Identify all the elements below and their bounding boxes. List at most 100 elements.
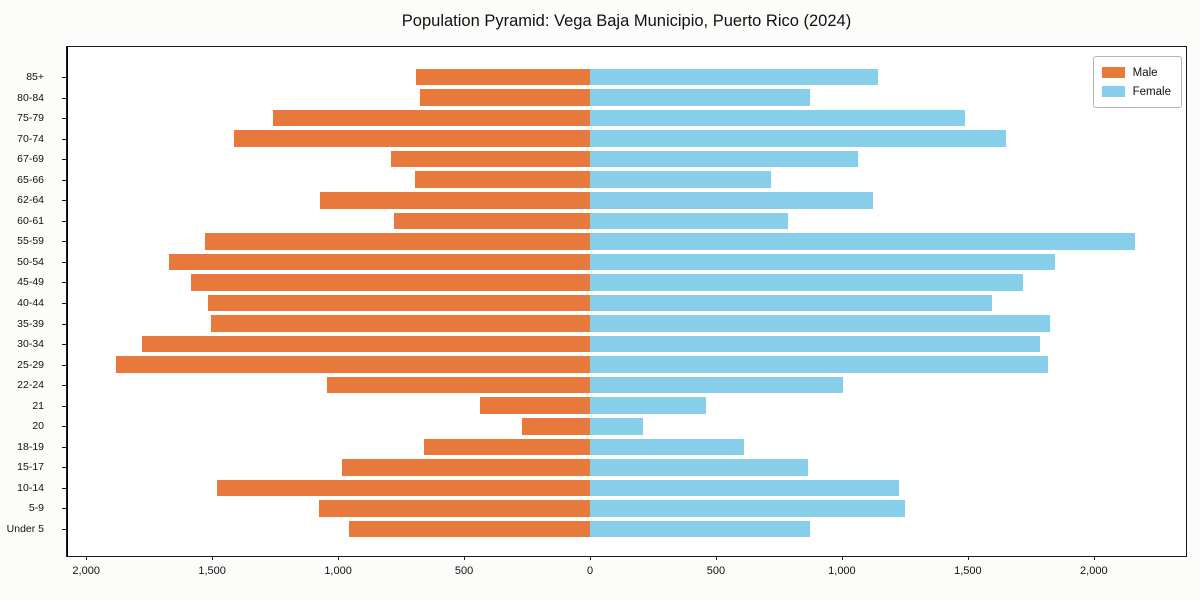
female-legend-swatch [1101,86,1125,97]
y-axis-tick-mark [62,385,66,387]
male-legend-swatch [1101,67,1125,78]
y-axis-label: 22-24 [17,379,44,392]
y-axis-tick-mark [62,77,66,78]
female-bar [590,253,1055,271]
x-axis-tick-label: 1,500 [954,565,982,577]
legend-entry-female: Female [1101,82,1171,101]
y-axis-tick-mark [62,241,66,243]
chart-title: Population Pyramid: Vega Baja Municipio,… [401,12,852,30]
y-axis-tick-mark [62,118,66,120]
y-axis-label: 67-69 [17,153,44,166]
x-axis-tick-mark [590,556,591,560]
x-axis-tick-mark [212,556,214,560]
y-axis-tick-mark [62,508,66,510]
female-bar [590,68,879,86]
y-axis-label: 18-19 [17,440,44,453]
y-axis-label: Under 5 [6,523,44,535]
y-axis-tick-mark [62,138,66,140]
y-axis-tick-mark [62,467,66,469]
y-axis-tick-mark [62,323,66,325]
female-bar [590,500,905,517]
male-bar [419,89,590,106]
female-bar [590,315,1050,332]
female-bar [590,459,808,476]
y-axis-label: 65-66 [17,173,44,186]
female-bar [590,335,1040,353]
x-axis-tick-label: 1,000 [828,565,856,577]
male-bar [423,438,590,456]
male-bar [349,520,590,538]
x-axis-tick-label: 2,000 [1080,565,1108,577]
plot-area: Male Female 85+ 80-84 75-79 70-74 67-69 65-66… [7,46,1187,577]
female-bar [590,438,744,456]
male-bar [272,109,590,127]
y-axis-label: 45-49 [17,276,44,289]
male-bar [390,150,590,168]
female-legend-label: Female [1132,85,1171,98]
y-axis-label: 55-59 [17,235,44,248]
male-legend-label: Male [1132,66,1158,79]
y-axis-tick-mark [62,364,66,366]
male-bar [204,233,590,250]
male-bar [217,479,590,497]
y-axis-tick-mark [62,261,66,263]
y-axis-tick-mark [62,405,66,407]
y-axis-label: 15-17 [17,461,44,474]
female-bar [590,212,788,230]
x-axis-tick-mark [841,556,843,560]
y-axis-label: 85+ [26,71,44,83]
male-bar [141,335,590,353]
female-bar [590,376,844,394]
male-bar [393,212,590,230]
male-bar [326,376,590,394]
female-bar [590,89,811,106]
legend-entry-male: Male [1101,63,1171,82]
y-axis-label: 25-29 [17,358,44,371]
male-bar [521,418,590,435]
male-bar [480,397,590,414]
female-bar [590,171,772,188]
x-axis-tick-label: 1,500 [198,565,226,577]
y-axis-label: 21 [32,399,44,412]
legend: Male Female [1092,56,1182,108]
zero-axis-line [67,47,69,556]
female-bar [590,418,643,435]
y-axis-tick-mark [62,282,66,284]
male-bar [319,500,590,517]
x-axis-tick-mark [715,556,717,560]
female-bar [590,520,811,538]
y-axis-tick-mark [62,200,66,202]
y-axis-label: 60-61 [17,214,44,227]
y-axis-label: 5-9 [28,502,44,515]
y-axis-tick-mark [62,159,66,161]
male-bar [320,192,590,209]
male-bar [416,68,590,86]
x-axis-tick-mark [1093,556,1095,560]
x-axis-tick-label: 2,000 [72,565,100,577]
y-axis-label: 50-54 [17,255,44,268]
y-axis-label: 62-64 [17,194,44,207]
female-bar [590,233,1136,250]
y-axis-label: 40-44 [17,297,44,309]
x-axis-tick-label: 500 [454,565,474,577]
male-bar [190,274,590,291]
x-axis-tick-mark [338,556,340,560]
y-axis-tick-mark [62,344,66,346]
male-bar [341,459,590,476]
female-bar [590,130,1006,147]
x-axis-tick-mark [464,556,466,560]
male-bar [414,171,590,188]
female-bar [590,109,966,127]
female-bar [590,397,706,414]
y-axis-label: 20 [32,420,44,433]
male-bar [116,356,590,373]
y-axis-tick-mark [62,97,66,99]
y-axis-tick-mark [62,426,66,428]
y-axis-tick-mark [62,446,66,448]
male-bar [208,294,590,312]
y-axis-tick-mark [62,529,66,530]
y-axis-tick-mark [62,303,66,304]
female-bar [590,274,1024,291]
y-axis-label: 35-39 [17,317,44,330]
